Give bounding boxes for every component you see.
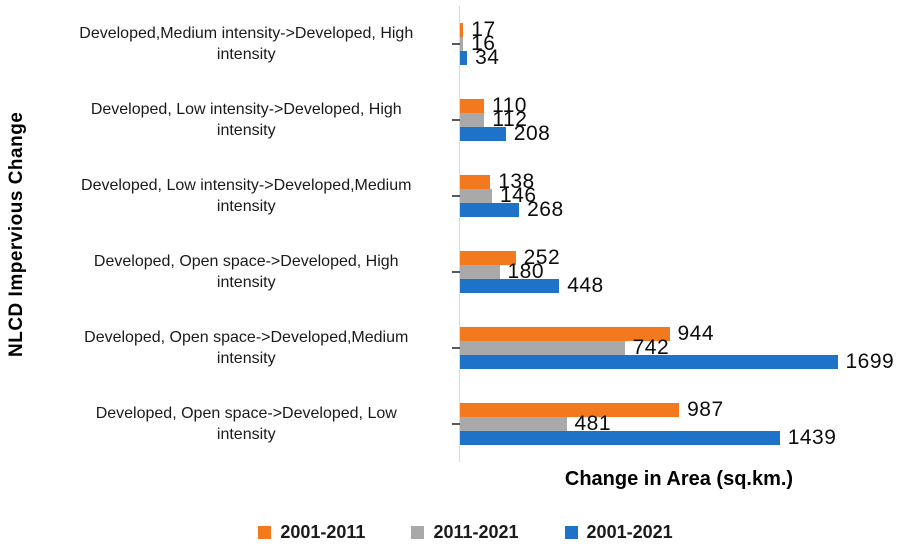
bar-value-label: 138 [498, 170, 535, 193]
bar-value-label: 268 [527, 198, 564, 221]
bar-line: 1439 [459, 426, 896, 449]
bar-group: 17 16 34 [451, 6, 896, 82]
y-axis-title: NLCD Impervious Change [6, 111, 27, 357]
bar-value-label: 987 [687, 398, 724, 421]
category-label: Developed,Medium intensity->Developed, H… [79, 25, 414, 63]
axis-tick [451, 423, 460, 425]
bar-group: 252 180 448 [451, 234, 896, 310]
bar-value-label: 34 [475, 46, 500, 69]
legend-label: 2001-2011 [280, 522, 366, 542]
bar-2001-2011 [459, 99, 484, 113]
axis-tick [451, 347, 460, 349]
bar-value-label: 252 [523, 246, 561, 269]
bar-value-label: 16 [471, 32, 496, 55]
bar-value-label: 1699 [845, 350, 895, 373]
category-label-cell: Developed, Low intensity->Developed, Hig… [34, 82, 459, 158]
bar-group: 110 112 208 [451, 82, 896, 158]
bar-2001-2021 [459, 203, 520, 217]
bar-2011-2021 [459, 37, 464, 51]
bar-line: 16 [459, 32, 896, 55]
bar-value-label: 110 [492, 94, 527, 117]
bar-value-label: 208 [513, 122, 551, 145]
bar-group: 138 146 268 [451, 158, 896, 234]
bar-line: 987 [459, 398, 896, 421]
bar-line: 252 [459, 246, 896, 269]
bar-2001-2021 [459, 431, 780, 445]
bar-value-label: 481 [574, 412, 612, 435]
category-label: Developed, Open space->Developed, High i… [93, 253, 399, 291]
bar-value-label: 944 [677, 322, 715, 345]
category-label: Developed, Open space->Developed, Low in… [95, 405, 397, 443]
legend-item: 2001-2011 [258, 522, 365, 543]
category-label-cell: Developed, Open space->Developed, Low in… [34, 386, 459, 462]
axis-tick [451, 271, 460, 273]
bar-2001-2011 [459, 327, 670, 341]
bar-2001-2011 [459, 175, 491, 189]
bar-2001-2011 [459, 23, 464, 37]
bar-value-label: 448 [567, 274, 604, 297]
legend-swatch-icon [564, 526, 578, 539]
bar-2001-2011 [459, 403, 680, 417]
bar-line: 138 [459, 170, 896, 193]
bar-line: 110 [459, 94, 896, 117]
bar-2011-2021 [459, 113, 485, 127]
category-row: Developed, Open space->Developed,Medium … [34, 310, 895, 386]
legend-item: 2011-2021 [411, 522, 519, 543]
bar-2001-2021 [459, 355, 838, 369]
category-label: Developed, Low intensity->Developed, Hig… [90, 101, 402, 139]
bar-value-label: 112 [492, 108, 528, 131]
axis-tick [451, 195, 460, 197]
category-row: Developed, Open space->Developed, Low in… [34, 386, 895, 462]
bar-line: 481 [459, 412, 896, 435]
bar-line: 112 [459, 108, 896, 131]
bar-2001-2021 [459, 127, 506, 141]
plot-area: Developed,Medium intensity->Developed, H… [34, 6, 895, 462]
bar-2001-2011 [459, 251, 516, 265]
category-row: Developed, Low intensity->Developed, Hig… [34, 82, 895, 158]
bar-2011-2021 [459, 417, 567, 431]
axis-tick [451, 119, 460, 121]
bar-group: 944 742 1699 [451, 310, 896, 386]
legend-label: 2011-2021 [433, 522, 519, 542]
bar-value-label: 742 [632, 336, 670, 359]
bar-2001-2021 [459, 51, 468, 65]
category-row: Developed, Open space->Developed, High i… [34, 234, 895, 310]
x-axis-title: Change in Area (sq.km.) [564, 468, 794, 490]
chart-legend: 2001-2011 2011-2021 2001-2021 [16, 522, 899, 543]
bar-line: 448 [459, 274, 896, 297]
bar-line: 17 [459, 18, 896, 41]
category-label-cell: Developed,Medium intensity->Developed, H… [34, 6, 459, 82]
bar-line: 146 [459, 184, 896, 207]
bar-2011-2021 [459, 265, 500, 279]
bar-2001-2021 [459, 279, 560, 293]
category-row: Developed,Medium intensity->Developed, H… [34, 6, 895, 82]
bar-value-label: 17 [471, 18, 496, 41]
bar-line: 268 [459, 198, 896, 221]
bar-2011-2021 [459, 341, 625, 355]
bar-line: 34 [459, 46, 896, 69]
bar-group: 987 481 1439 [451, 386, 896, 462]
category-label-cell: Developed, Open space->Developed, High i… [34, 234, 459, 310]
category-label-cell: Developed, Low intensity->Developed,Medi… [34, 158, 459, 234]
category-label-cell: Developed, Open space->Developed,Medium … [34, 310, 459, 386]
bar-value-label: 146 [500, 184, 537, 207]
legend-swatch-icon [258, 526, 272, 539]
legend-label: 2001-2021 [586, 522, 673, 542]
category-label: Developed, Low intensity->Developed,Medi… [81, 177, 412, 215]
category-label: Developed, Open space->Developed,Medium … [84, 329, 409, 367]
bar-line: 180 [459, 260, 896, 283]
bar-line: 742 [459, 336, 896, 359]
axis-tick [451, 43, 460, 45]
legend-swatch-icon [411, 526, 425, 539]
bar-line: 1699 [459, 350, 896, 373]
bar-line: 208 [459, 122, 896, 145]
category-row: Developed, Low intensity->Developed,Medi… [34, 158, 895, 234]
bar-value-label: 180 [507, 260, 545, 283]
bar-value-label: 1439 [787, 426, 837, 449]
bar-line: 944 [459, 322, 896, 345]
bar-2011-2021 [459, 189, 492, 203]
legend-item: 2001-2021 [564, 522, 673, 543]
